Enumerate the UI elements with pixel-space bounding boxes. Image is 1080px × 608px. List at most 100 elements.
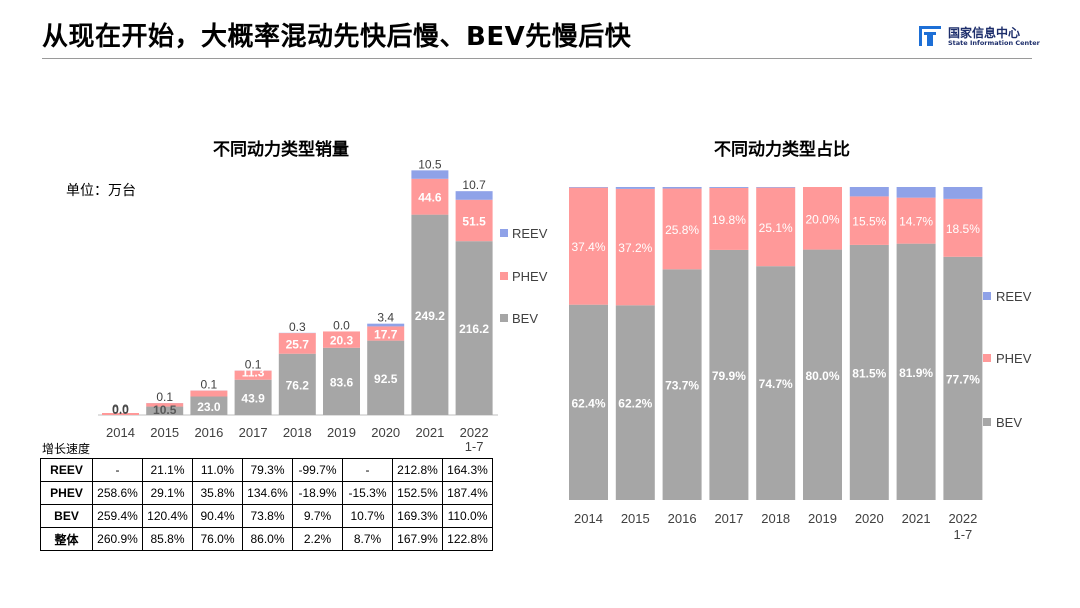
bar-reev-2021 [411,170,449,179]
growth-cell: 134.6% [242,481,293,505]
growth-cell: 90.4% [192,504,243,528]
bar-label-reev-2016: 0.1 [201,377,218,391]
growth-cell: - [342,458,393,482]
x-tick-label-2020: 2020 [371,425,400,440]
bar-label-phev-2017: 11.3 [242,366,265,380]
unit-label: 单位：万台 [66,183,136,199]
growth-cell: 86.0% [242,527,293,551]
bar-phev-2022-1-7 [455,199,493,242]
growth-cell: 258.6% [92,481,143,505]
bar-label-bev-2021: 249.2 [415,309,445,323]
growth-cell: 8.7% [342,527,393,551]
bar-phev-2017 [234,370,272,380]
growth-row-header: BEV [40,504,93,528]
growth-cell: 35.8% [192,481,243,505]
bar-phev-2016 [190,390,228,397]
logo-name-en: State Information Center [948,39,1040,47]
bar-label-reev-2015: 0.1 [156,390,173,404]
growth-cell: 212.8% [392,458,443,482]
logo-mark-icon [919,26,941,46]
growth-row-header: PHEV [40,481,93,505]
bar-label-bev-2016: 23.0 [197,400,221,414]
growth-cell: 152.5% [392,481,443,505]
growth-cell: 260.9% [92,527,143,551]
growth-cell: -18.9% [292,481,343,505]
bar-bev-2019 [323,347,360,415]
bar-bev-2021 [411,214,449,415]
growth-cell: 73.8% [242,504,293,528]
bar-label-phev-2022-1-7: 51.5 [462,214,486,228]
slide-title: 从现在开始，大概率混动先快后慢、BEV先慢后快 [42,22,632,52]
bar-bev-2018 [278,353,316,415]
logo-name-cn: 国家信息中心 [948,26,1021,40]
x-tick-label-2016: 2016 [194,425,223,440]
bar-label-reev-2018: 0.3 [289,320,306,334]
bar-label-bev-2020: 92.5 [374,372,398,386]
legend-swatch-phev [500,272,508,280]
x-tick-label-2014: 2014 [106,425,135,440]
bar-label-bev-2019: 83.6 [330,375,354,389]
bar-bev-2020 [367,340,405,415]
legend-label-phev: PHEV [512,269,548,284]
legend-swatch-bev [500,314,508,322]
growth-cell: -99.7% [292,458,343,482]
growth-cell: 76.0% [192,527,243,551]
x-tick-label-2019: 2019 [327,425,356,440]
bar-bev-2015 [146,406,184,415]
bar-reev-2020 [367,323,405,327]
bar-bev-2016 [190,396,228,415]
bar-label-bev-2014: 0.0 [112,403,129,417]
share-chart-title: 不同动力类型占比 [714,140,850,160]
bar-label-reev-2021: 10.5 [418,157,442,171]
bar-label-phev-2018: 25.7 [286,337,310,351]
growth-cell: 9.7% [292,504,343,528]
bar-label-bev-2022-1-7: 216.2 [459,322,489,336]
x-tick-label-2018: 2018 [283,425,312,440]
growth-cell: 120.4% [142,504,193,528]
growth-cell: 122.8% [442,527,493,551]
growth-cell: 29.1% [142,481,193,505]
bar-reev-2022-1-7 [455,191,493,200]
bar-bev-2022-1-7 [455,241,493,415]
growth-cell: 10.7% [342,504,393,528]
bar-label-reev-2017: 0.1 [245,358,262,372]
bar-label-bev-2015: 10.5 [153,403,177,417]
growth-cell: - [92,458,143,482]
growth-cell: 2.2% [292,527,343,551]
x-tick-label-2022-1-7-line2: 1-7 [465,439,484,454]
growth-row: PHEV 258.6% 29.1% 35.8% 134.6% -18.9% -15.3% 15… [40,481,493,505]
sales-chart-title: 不同动力类型销量 [213,140,349,160]
growth-cell: 21.1% [142,458,193,482]
legend-label-bev: BEV [512,311,538,326]
growth-row: BEV 259.4% 120.4% 90.4% 73.8% 9.7% 10.7% 169.3%… [40,504,493,528]
x-tick-label-2022-1-7: 2022 [460,425,489,440]
x-tick-label-2017: 2017 [239,425,268,440]
bar-stub-2014 [102,413,139,415]
growth-row: 整体 260.9% 85.8% 76.0% 86.0% 2.2% 8.7% 167.9% 122… [40,527,493,551]
bar-bev-2017 [234,379,272,415]
bar-label-bev-2018: 76.2 [286,378,310,392]
legend-label-reev: REEV [512,226,548,241]
x-tick-label-2015: 2015 [150,425,179,440]
growth-cell: 167.9% [392,527,443,551]
bar-label-bev-2017: 43.9 [241,391,265,405]
bar-phev-2021 [411,178,449,215]
bar-label-reev-2022-1-7: 10.7 [462,178,486,192]
growth-table: REEV -21.1% 11.0% 79.3% -99.7% -212.8% 164.3% P… [40,458,493,551]
bar-phev-2020 [367,326,405,341]
growth-cell: 164.3% [442,458,493,482]
bar-label-reev-2019: 0.0 [333,318,350,332]
growth-row-header: 整体 [40,527,93,551]
bar-phev-2019 [323,331,360,348]
bar-phev-2015 [146,403,184,407]
growth-cell: 11.0% [192,458,243,482]
bar-label-reev-2014: 0.0 [112,402,129,416]
growth-cell: 169.3% [392,504,443,528]
growth-row-header: REEV [40,458,93,482]
x-tick-label-2021: 2021 [415,425,444,440]
bar-label-reev-2020: 3.4 [377,311,394,325]
bar-label-phev-2019: 20.3 [330,334,354,348]
growth-cell: -15.3% [342,481,393,505]
growth-cell: 110.0% [442,504,493,528]
